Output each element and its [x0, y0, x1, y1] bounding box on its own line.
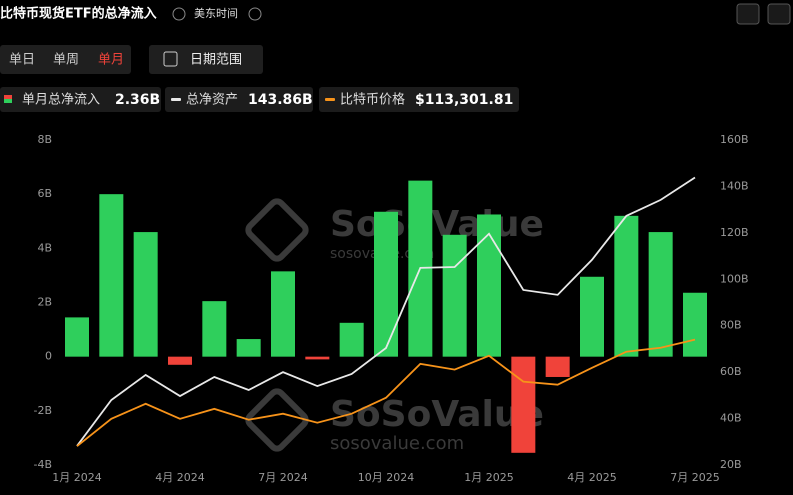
info-icon[interactable] — [248, 7, 262, 21]
bar — [442, 234, 467, 357]
x-tick-label: 4月 2024 — [155, 471, 205, 484]
watermark-logo — [245, 388, 309, 452]
info-icon[interactable] — [172, 7, 186, 21]
legend-marker — [4, 95, 12, 99]
bar — [305, 356, 330, 360]
legend-label[interactable]: 比特币价格 — [340, 92, 405, 108]
legend-value: 2.36B — [115, 92, 160, 108]
tab[interactable]: 单月 — [98, 53, 124, 68]
tab-group — [0, 45, 131, 74]
watermark-url: sosovalue.com — [330, 433, 464, 454]
legend-marker — [325, 98, 335, 101]
bar — [168, 356, 192, 365]
bar — [580, 276, 604, 357]
legend-value: 143.86B — [248, 92, 313, 108]
bar — [271, 271, 295, 357]
legend-box — [319, 87, 519, 112]
calendar-icon — [163, 51, 178, 67]
bar — [648, 232, 673, 357]
bar — [545, 356, 570, 377]
y2-tick-label: 80B — [720, 319, 742, 332]
bar — [133, 232, 158, 357]
legend-marker — [171, 98, 181, 101]
y-tick-label: 4B — [37, 241, 52, 254]
bar — [202, 301, 227, 357]
bar — [65, 317, 89, 357]
x-tick-label: 1月 2024 — [52, 471, 102, 484]
tab[interactable]: 单日 — [9, 53, 35, 68]
timezone: 美东时间 — [194, 7, 238, 20]
legend-box — [165, 87, 313, 112]
legend-box — [0, 87, 161, 112]
tab[interactable]: 单周 — [53, 53, 79, 68]
legend-label[interactable]: 总净资产 — [186, 93, 238, 108]
bar — [683, 292, 707, 357]
y-tick-label: 8B — [37, 133, 52, 146]
bar — [99, 194, 124, 357]
y2-tick-label: 60B — [720, 365, 742, 378]
fullscreen-button[interactable] — [736, 3, 760, 25]
bar — [477, 214, 501, 357]
watermark-logo — [245, 198, 309, 262]
watermark-brand: SoSoValue — [330, 204, 544, 245]
y-tick-label: 6B — [37, 187, 52, 200]
bar — [236, 339, 261, 357]
bar — [614, 215, 639, 357]
y2-tick-label: 140B — [720, 179, 749, 192]
y2-tick-label: 120B — [720, 226, 749, 239]
date-range-button[interactable] — [149, 45, 263, 74]
bar — [339, 322, 364, 357]
x-tick-label: 7月 2024 — [258, 471, 308, 484]
y-tick-label: 0 — [45, 350, 52, 363]
bar — [511, 356, 536, 453]
x-tick-label: 4月 2025 — [567, 471, 617, 484]
x-tick-label: 10月 2024 — [358, 471, 415, 484]
y2-tick-label: 20B — [720, 458, 742, 471]
legend-value: $113,301.81 — [415, 92, 513, 108]
legend-marker — [4, 99, 12, 103]
x-tick-label: 7月 2025 — [670, 471, 720, 484]
bar — [374, 211, 398, 357]
y-tick-label: 2B — [37, 296, 52, 309]
y-tick-label: -2B — [33, 404, 52, 417]
watermark-brand: SoSoValue — [330, 394, 544, 435]
x-tick-label: 1月 2025 — [464, 471, 514, 484]
y2-tick-label: 100B — [720, 272, 749, 285]
y-tick-label: -4B — [33, 458, 52, 471]
legend-label[interactable]: 单月总净流入 — [22, 93, 100, 108]
share-button[interactable] — [767, 3, 791, 25]
chart-title: 比特币现货ETF的总净流入 — [0, 6, 157, 22]
date-range-label: 日期范围 — [190, 53, 242, 68]
line — [76, 176, 696, 447]
y2-tick-label: 160B — [720, 133, 749, 146]
y2-tick-label: 40B — [720, 412, 742, 425]
line — [76, 338, 696, 447]
